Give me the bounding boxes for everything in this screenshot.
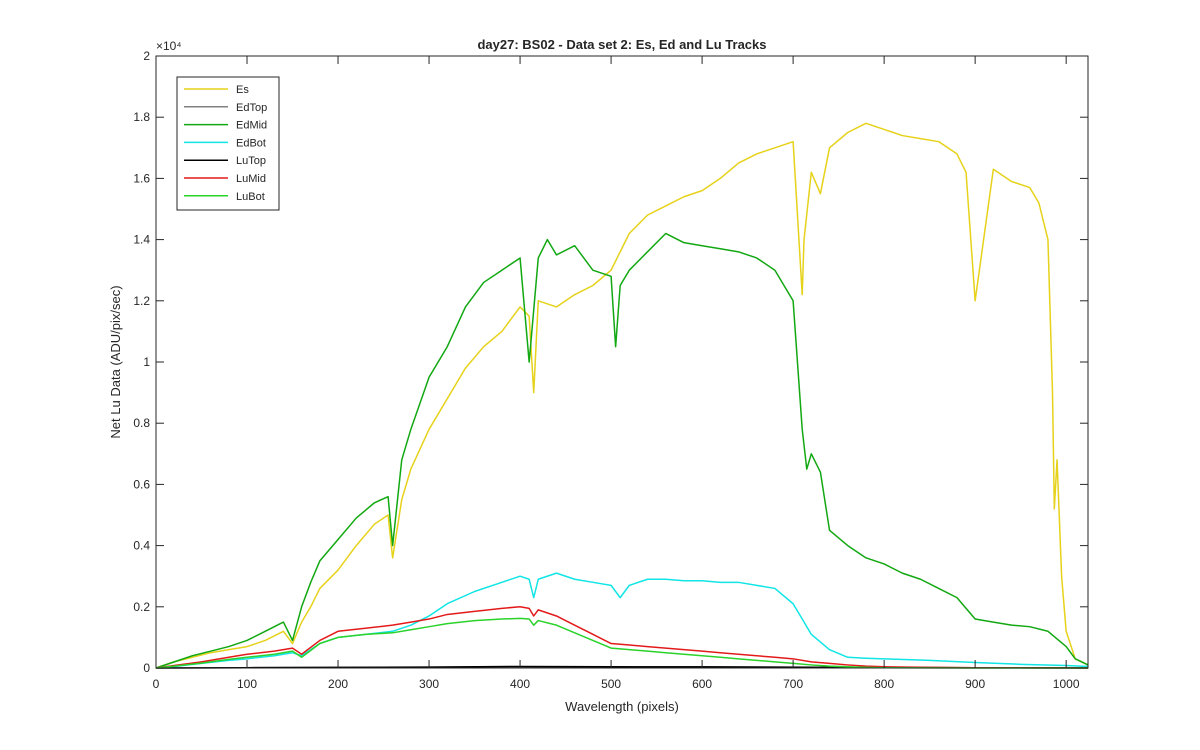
- legend-label-lutop: LuTop: [236, 155, 266, 167]
- x-tick-label: 400: [510, 677, 530, 691]
- legend-box: [176, 76, 280, 211]
- series-line-lumid: [155, 606, 1089, 669]
- x-tick-label: 500: [601, 677, 621, 691]
- legend-label-edmid: EdMid: [236, 120, 267, 132]
- x-tick-label: 100: [237, 677, 257, 691]
- x-tick-label: 700: [783, 677, 803, 691]
- x-tick-label: 0: [153, 677, 160, 691]
- y-tick-label: 0.6: [133, 477, 150, 491]
- legend-label-es: Es: [236, 84, 249, 96]
- y-tick-label: 1.6: [133, 171, 150, 185]
- y-tick-label: 1.8: [133, 110, 150, 124]
- series-line-es: [155, 122, 1089, 669]
- x-tick-label: 200: [328, 677, 348, 691]
- legend-label-lubot: LuBot: [236, 191, 265, 203]
- series-line-lubot: [155, 617, 1088, 669]
- legend: Es EdTop EdMid EdBot LuTop LuMid LuBot: [176, 76, 280, 211]
- y-tick-label: 1.4: [133, 233, 150, 247]
- x-axis-label: Wavelength (pixels): [565, 699, 679, 714]
- x-tick-label: 300: [419, 677, 439, 691]
- y-tick-label: 0.4: [133, 539, 150, 553]
- x-tick-label: 1000: [1053, 677, 1080, 691]
- y-exponent-label: ×10⁴: [156, 39, 182, 53]
- legend-label-lumid: LuMid: [236, 173, 266, 185]
- y-tick-label: 0.2: [133, 600, 150, 614]
- chart-title: day27: BS02 - Data set 2: Es, Ed and Lu …: [477, 37, 766, 52]
- series-line-edmid: [155, 232, 1089, 669]
- y-tick-label: 2: [143, 49, 150, 63]
- series-layer: [155, 122, 1089, 669]
- y-tick-label: 1: [143, 355, 150, 369]
- ticks-layer: 0 100 200 300 400 500 600 700 800 900 1000 0 0.2 0.4 0…: [133, 49, 1088, 691]
- plot-frame: [155, 55, 1089, 669]
- plot-area: [156, 56, 1088, 668]
- x-tick-label: 900: [965, 677, 985, 691]
- legend-label-edbot: EdBot: [236, 137, 266, 149]
- y-tick-label: 0.8: [133, 416, 150, 430]
- y-tick-label: 0: [143, 661, 150, 675]
- y-tick-label: 1.2: [133, 294, 150, 308]
- y-axis-label: Net Lu Data (ADU/pix/sec): [108, 285, 123, 438]
- legend-label-edtop: EdTop: [236, 102, 267, 114]
- x-tick-label: 800: [874, 677, 894, 691]
- x-tick-label: 600: [692, 677, 712, 691]
